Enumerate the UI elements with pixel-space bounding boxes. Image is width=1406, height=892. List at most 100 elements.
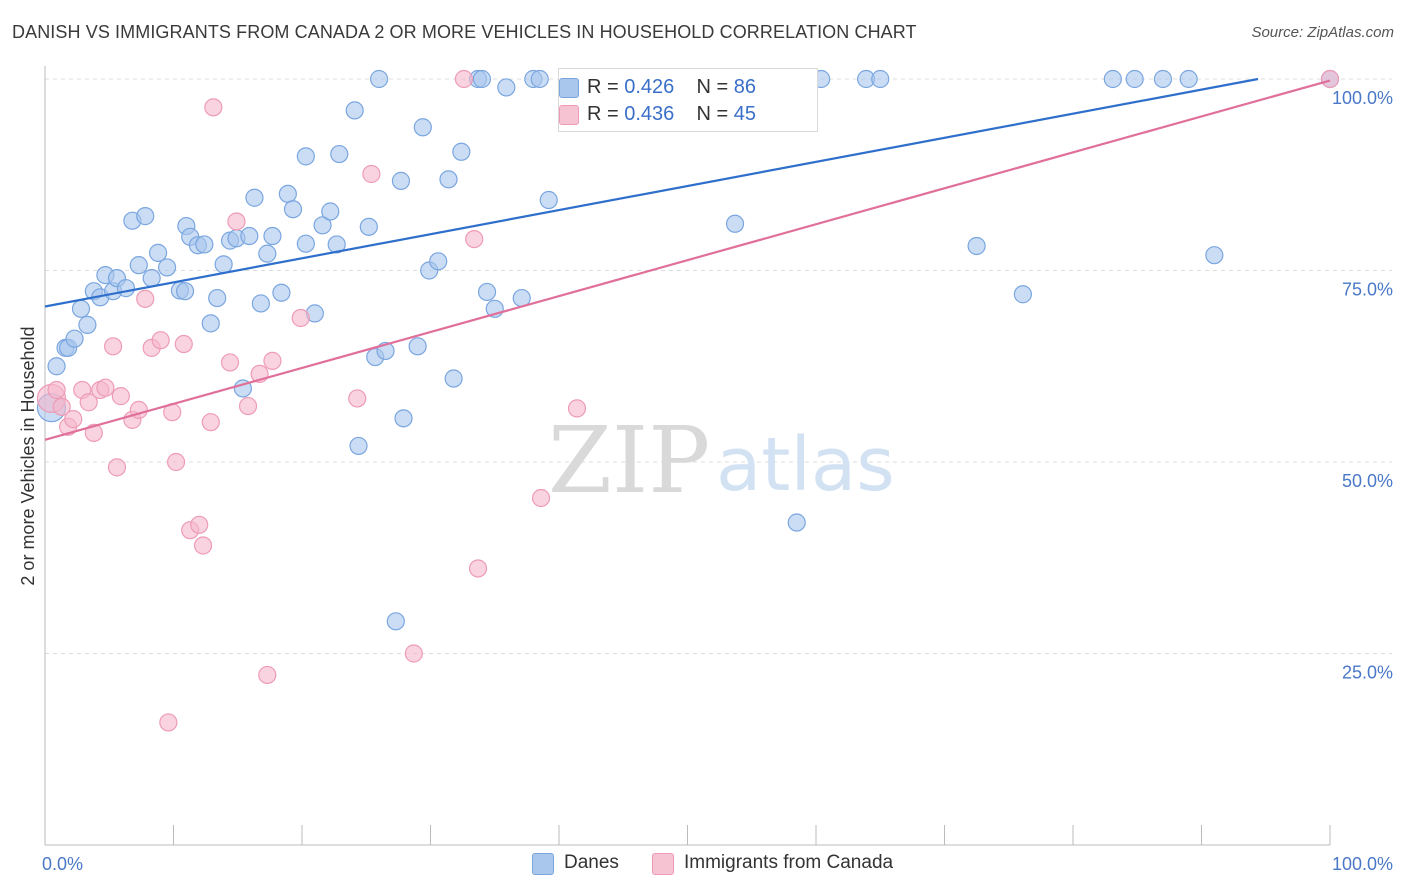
source-note: Source: ZipAtlas.com: [1251, 24, 1394, 41]
point-danes-5: [71, 299, 91, 318]
point-danes-26: [208, 288, 227, 308]
watermark-zip: ZIP: [548, 407, 710, 514]
point-canada-17: [151, 331, 170, 350]
legend-swatch-danes: [559, 78, 579, 98]
point-canada-37: [454, 69, 474, 89]
point-danes-71: [725, 214, 745, 233]
point-canada-6: [79, 393, 98, 412]
trend-line-canada: [44, 79, 1331, 441]
point-danes-38: [283, 200, 303, 219]
point-canada-44: [1320, 69, 1340, 89]
point-canada-20: [166, 452, 186, 472]
x-tick-labels: 0.0% 100.0%: [42, 854, 1393, 874]
point-danes-17: [148, 243, 168, 262]
point-danes-53: [391, 171, 411, 190]
point-danes-82: [1205, 246, 1224, 265]
point-canada-35: [362, 164, 381, 184]
point-danes-44: [327, 235, 346, 254]
point-canada-27: [220, 353, 240, 372]
point-danes-43: [321, 202, 340, 221]
point-canada-38: [465, 229, 484, 249]
y-tick-labels: 25.0% 50.0% 75.0% 100.0%: [1332, 88, 1393, 683]
point-danes-72: [787, 513, 806, 532]
point-canada-4: [64, 410, 83, 429]
point-canada-26: [204, 98, 223, 117]
point-danes-31: [240, 226, 259, 246]
grid-lines: [45, 78, 1392, 654]
point-danes-63: [472, 69, 491, 89]
point-danes-39: [296, 147, 315, 166]
legend-r-value: 0.436: [624, 103, 675, 125]
point-danes-52: [386, 612, 405, 631]
y-tick-label-1: 50.0%: [1342, 471, 1393, 491]
series-swatch-canada: [652, 853, 674, 875]
point-danes-18: [157, 258, 177, 277]
point-canada-39: [468, 559, 488, 578]
legend-n-label: N =: [696, 76, 734, 98]
legend-r-label: R =: [587, 76, 625, 98]
axes: [44, 66, 1331, 846]
point-canada-15: [136, 289, 155, 308]
point-danes-55: [408, 337, 427, 356]
legend-swatch-canada: [559, 105, 579, 125]
y-tick-label-2: 75.0%: [1342, 280, 1393, 300]
point-danes-78: [1103, 69, 1122, 89]
legend-r-value: 0.426: [624, 76, 675, 98]
legend-row-danes: R = 0.426 N = 86: [559, 76, 757, 99]
point-danes-61: [452, 142, 471, 161]
trend-line-danes: [44, 77, 1259, 308]
point-danes-12: [116, 279, 136, 298]
point-danes-42: [313, 216, 332, 235]
point-danes-35: [263, 226, 282, 246]
point-canada-32: [263, 351, 282, 370]
point-danes-48: [359, 217, 378, 236]
point-canada-41: [567, 399, 587, 418]
point-canada-10: [104, 337, 123, 356]
point-canada-36: [404, 644, 423, 663]
series-label-danes: Danes: [564, 852, 619, 873]
point-danes-33: [251, 294, 270, 313]
point-danes-24: [195, 235, 214, 254]
point-canada-29: [238, 396, 258, 416]
point-canada-28: [227, 212, 246, 231]
point-danes-79: [1125, 69, 1144, 89]
point-canada-11: [107, 458, 127, 477]
point-danes-25: [201, 314, 220, 333]
point-danes-76: [967, 236, 986, 256]
point-danes-75: [871, 69, 890, 89]
point-danes-14: [129, 256, 148, 275]
point-danes-45: [330, 144, 349, 164]
y-tick-label-0: 25.0%: [1342, 663, 1393, 683]
point-danes-59: [439, 170, 458, 189]
point-danes-40: [296, 234, 315, 253]
watermark-atlas: atlas: [716, 422, 895, 508]
y-tick-label-3: 100.0%: [1332, 88, 1393, 108]
series-label-canada: Immigrants from Canada: [684, 852, 894, 873]
point-danes-70: [539, 190, 558, 210]
point-canada-23: [190, 515, 209, 534]
point-canada-1: [47, 380, 66, 400]
point-canada-18: [159, 713, 178, 732]
point-canada-31: [258, 665, 277, 685]
point-canada-21: [174, 334, 193, 354]
series-swatch-danes: [532, 853, 554, 875]
point-canada-25: [201, 413, 220, 432]
legend-n-value: 86: [733, 76, 757, 98]
point-danes-1: [47, 357, 66, 376]
legend-n-value: 45: [733, 103, 757, 125]
chart-title: DANISH VS IMMIGRANTS FROM CANADA 2 OR MO…: [12, 22, 917, 42]
point-danes-80: [1153, 69, 1173, 89]
series-legend-canada: Immigrants from Canada: [652, 852, 894, 875]
y-axis-label: 2 or more Vehicles in Household: [18, 326, 38, 585]
point-danes-81: [1179, 69, 1198, 89]
point-canada-12: [111, 387, 130, 406]
legend-row-canada: R = 0.436 N = 45: [559, 103, 757, 126]
point-danes-16: [142, 269, 161, 288]
point-canada-33: [291, 308, 310, 328]
point-danes-37: [278, 184, 297, 203]
trend-lines: [44, 77, 1331, 441]
point-danes-50: [370, 69, 389, 89]
legend-r-label: R =: [587, 103, 625, 125]
point-danes-56: [413, 118, 432, 137]
point-danes-34: [258, 244, 277, 263]
